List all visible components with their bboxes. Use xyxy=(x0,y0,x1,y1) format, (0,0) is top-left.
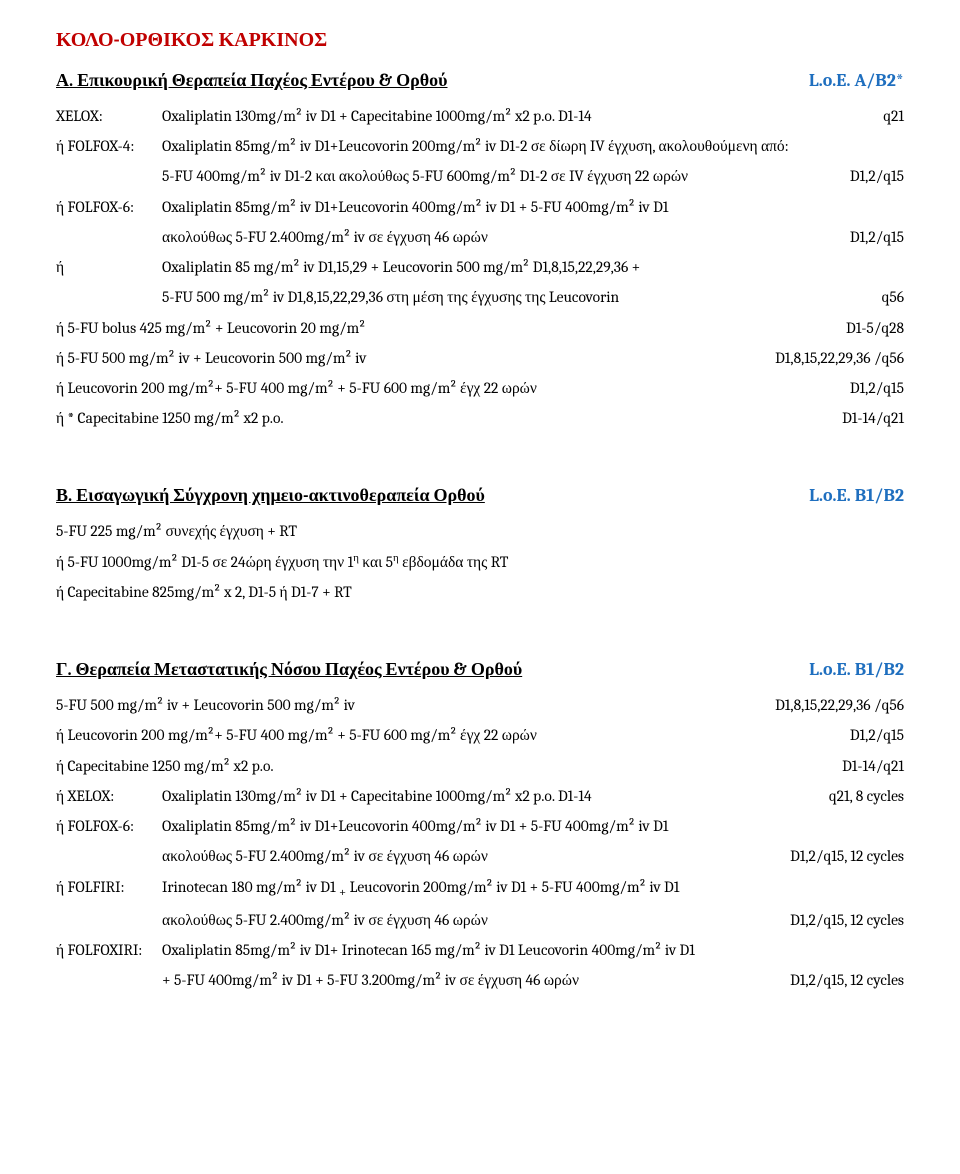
a-l3-right: D1,2/q15 xyxy=(834,161,904,191)
section-a-header: Α. Επικουρική Θεραπεία Παχέος Εντέρου & … xyxy=(56,70,904,91)
c-l7-text: Irinotecan 180 mg/m² iv D1 + Leucovorin … xyxy=(162,872,679,905)
c-l7-b: Leucovorin 200mg/m² iv D1 + 5-FU 400mg/m… xyxy=(346,878,679,896)
a-l4-text: Oxaliplatin 85mg/m² iv D1+Leucovorin 400… xyxy=(162,192,668,222)
section-c-header: Γ. Θεραπεία Μεταστατικής Νόσου Παχέος Εν… xyxy=(56,659,904,680)
a-line-6: ή Oxaliplatin 85 mg/m² iv D1,15,29 + Leu… xyxy=(56,252,904,282)
a-line-10: ή Leucovorin 200 mg/m²+ 5-FU 400 mg/m² +… xyxy=(56,373,904,403)
a-l10-right: D1,2/q15 xyxy=(834,373,904,403)
c-l10-right: D1,2/q15, 12 cycles xyxy=(774,965,904,995)
c-line-4: ή XELOX: Oxaliplatin 130mg/m² iv D1 + Ca… xyxy=(56,781,904,811)
b-line-3: ή Capecitabine 825mg/m² x 2, D1-5 ή D1-7… xyxy=(56,577,904,607)
c-line-6: ακολούθως 5-FU 2.400mg/m² iv σε έγχυση 4… xyxy=(56,841,904,871)
c-l1-text: 5-FU 500 mg/m² iv + Leucovorin 500 mg/m²… xyxy=(56,690,355,720)
b-l2-b: και 5 xyxy=(359,553,393,571)
a-l8-text: ή 5-FU bolus 425 mg/m² + Leucovorin 20 m… xyxy=(56,313,366,343)
section-b-loe: L.o.E. B1/B2 xyxy=(809,485,904,506)
c-l4-text: Oxaliplatin 130mg/m² iv D1 + Capecitabin… xyxy=(162,781,592,811)
b-l3-text: ή Capecitabine 825mg/m² x 2, D1-5 ή D1-7… xyxy=(56,577,352,607)
section-a-heading: Α. Επικουρική Θεραπεία Παχέος Εντέρου & … xyxy=(56,70,448,91)
c-l2-right: D1,2/q15 xyxy=(834,720,904,750)
a-l3-text: 5-FU 400mg/m² iv D1-2 και ακολούθως 5-FU… xyxy=(162,161,688,191)
c-l6-text: ακολούθως 5-FU 2.400mg/m² iv σε έγχυση 4… xyxy=(162,841,488,871)
c-line-8: ακολούθως 5-FU 2.400mg/m² iv σε έγχυση 4… xyxy=(56,905,904,935)
section-c-heading: Γ. Θεραπεία Μεταστατικής Νόσου Παχέος Εν… xyxy=(56,659,522,680)
a-line-4: ή FOLFOX-6: Oxaliplatin 85mg/m² iv D1+Le… xyxy=(56,192,904,222)
c-l4-label: ή XELOX: xyxy=(56,781,162,811)
page-title: ΚΟΛΟ-ΟΡΘΙΚΟΣ ΚΑΡΚΙΝΟΣ xyxy=(56,28,904,52)
section-a-loe: L.o.E. A/B2* xyxy=(809,70,904,91)
c-l9-label: ή FOLFOXIRI: xyxy=(56,935,162,965)
a-l9-text: ή 5-FU 500 mg/m² iv + Leucovorin 500 mg/… xyxy=(56,343,366,373)
c-l1-right: D1,8,15,22,29,36 /q56 xyxy=(759,690,904,720)
a-line-11: ή * Capecitabine 1250 mg/m² x2 p.o. D1-1… xyxy=(56,403,904,433)
b-l2-text: ή 5-FU 1000mg/m² D1-5 σε 24ώρη έγχυση τη… xyxy=(56,547,508,577)
b-l2-c: εβδομάδα της RT xyxy=(399,553,509,571)
a-line-5: ακολούθως 5-FU 2.400mg/m² iv σε έγχυση 4… xyxy=(56,222,904,252)
c-l3-right: D1-14/q21 xyxy=(826,751,904,781)
c-l8-text: ακολούθως 5-FU 2.400mg/m² iv σε έγχυση 4… xyxy=(162,905,488,935)
c-line-1: 5-FU 500 mg/m² iv + Leucovorin 500 mg/m²… xyxy=(56,690,904,720)
a-l10-text: ή Leucovorin 200 mg/m²+ 5-FU 400 mg/m² +… xyxy=(56,373,537,403)
b-line-1: 5-FU 225 mg/m² συνεχής έγχυση + RT xyxy=(56,516,904,546)
b-l1-text: 5-FU 225 mg/m² συνεχής έγχυση + RT xyxy=(56,516,297,546)
c-l10-text: + 5-FU 400mg/m² iv D1 + 5-FU 3.200mg/m² … xyxy=(162,965,579,995)
a-l1-label: XELOX: xyxy=(56,101,162,131)
a-line-7: 5-FU 500 mg/m² iv D1,8,15,22,29,36 στη μ… xyxy=(56,282,904,312)
c-l5-label: ή FOLFOX-6: xyxy=(56,811,162,841)
c-line-2: ή Leucovorin 200 mg/m²+ 5-FU 400 mg/m² +… xyxy=(56,720,904,750)
a-line-3: 5-FU 400mg/m² iv D1-2 και ακολούθως 5-FU… xyxy=(56,161,904,191)
c-l7-a: Irinotecan 180 mg/m² iv D1 xyxy=(162,878,339,896)
c-line-10: + 5-FU 400mg/m² iv D1 + 5-FU 3.200mg/m² … xyxy=(56,965,904,995)
a-l4-label: ή FOLFOX-6: xyxy=(56,192,162,222)
a-l7-right: q56 xyxy=(866,282,904,312)
c-l8-right: D1,2/q15, 12 cycles xyxy=(774,905,904,935)
a-l2-label: ή FOLFOX-4: xyxy=(56,131,162,161)
a-l11-text: ή * Capecitabine 1250 mg/m² x2 p.o. xyxy=(56,403,284,433)
c-l5-text: Oxaliplatin 85mg/m² iv D1+Leucovorin 400… xyxy=(162,811,668,841)
section-c-loe: L.o.E. B1/B2 xyxy=(809,659,904,680)
a-l8-right: D1-5/q28 xyxy=(830,313,904,343)
a-l1-right: q21 xyxy=(867,101,904,131)
c-line-3: ή Capecitabine 1250 mg/m² x2 p.o. D1-14/… xyxy=(56,751,904,781)
a-l11-right: D1-14/q21 xyxy=(826,403,904,433)
c-l6-right: D1,2/q15, 12 cycles xyxy=(774,841,904,871)
a-l6-text: Oxaliplatin 85 mg/m² iv D1,15,29 + Leuco… xyxy=(162,252,640,282)
document-page: ΚΟΛΟ-ΟΡΘΙΚΟΣ ΚΑΡΚΙΝΟΣ Α. Επικουρική Θερα… xyxy=(0,0,960,1035)
c-line-9: ή FOLFOXIRI: Oxaliplatin 85mg/m² iv D1+ … xyxy=(56,935,904,965)
a-l5-right: D1,2/q15 xyxy=(834,222,904,252)
c-line-5: ή FOLFOX-6: Oxaliplatin 85mg/m² iv D1+Le… xyxy=(56,811,904,841)
a-line-9: ή 5-FU 500 mg/m² iv + Leucovorin 500 mg/… xyxy=(56,343,904,373)
c-l9-text: Oxaliplatin 85mg/m² iv D1+ Irinotecan 16… xyxy=(162,935,695,965)
b-line-2: ή 5-FU 1000mg/m² D1-5 σε 24ώρη έγχυση τη… xyxy=(56,547,904,577)
c-l7-label: ή FOLFIRI: xyxy=(56,872,162,902)
section-b-heading: Β. Εισαγωγική Σύγχρονη χημειο-ακτινοθερα… xyxy=(56,485,485,506)
c-line-7: ή FOLFIRI: Irinotecan 180 mg/m² iv D1 + … xyxy=(56,872,904,905)
a-line-8: ή 5-FU bolus 425 mg/m² + Leucovorin 20 m… xyxy=(56,313,904,343)
a-l2-text: Oxaliplatin 85mg/m² iv D1+Leucovorin 200… xyxy=(162,131,789,161)
c-l4-right: q21, 8 cycles xyxy=(813,781,904,811)
b-l2-a: ή 5-FU 1000mg/m² D1-5 σε 24ώρη έγχυση τη… xyxy=(56,553,353,571)
a-l5-text: ακολούθως 5-FU 2.400mg/m² iv σε έγχυση 4… xyxy=(162,222,488,252)
a-line-1: XELOX: Oxaliplatin 130mg/m² iv D1 + Cape… xyxy=(56,101,904,131)
section-b-header: Β. Εισαγωγική Σύγχρονη χημειο-ακτινοθερα… xyxy=(56,485,904,506)
a-l1-text: Oxaliplatin 130mg/m² iv D1 + Capecitabin… xyxy=(162,101,592,131)
c-l2-text: ή Leucovorin 200 mg/m²+ 5-FU 400 mg/m² +… xyxy=(56,720,537,750)
a-line-2: ή FOLFOX-4: Oxaliplatin 85mg/m² iv D1+Le… xyxy=(56,131,904,161)
a-l6-label: ή xyxy=(56,252,162,282)
c-l3-text: ή Capecitabine 1250 mg/m² x2 p.o. xyxy=(56,751,274,781)
a-l9-right: D1,8,15,22,29,36 /q56 xyxy=(759,343,904,373)
a-l7-text: 5-FU 500 mg/m² iv D1,8,15,22,29,36 στη μ… xyxy=(162,282,619,312)
